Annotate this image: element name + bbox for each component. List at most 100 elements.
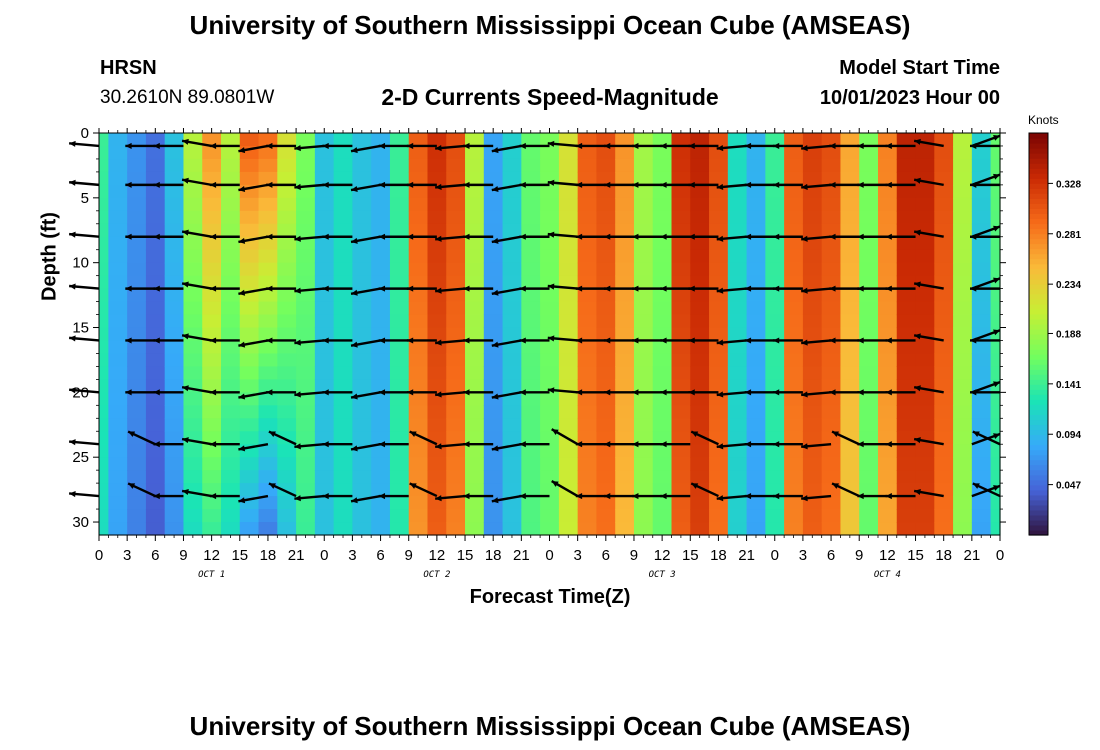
heatmap-cell bbox=[784, 288, 804, 303]
heatmap-cell bbox=[314, 353, 335, 368]
colorbar-segment bbox=[1029, 183, 1048, 189]
heatmap-cell bbox=[934, 418, 954, 432]
current-vector-head bbox=[378, 181, 386, 188]
heatmap-cell bbox=[558, 236, 579, 251]
current-vector-head bbox=[209, 389, 217, 396]
heatmap-cell bbox=[108, 171, 128, 186]
colorbar-segment bbox=[1029, 434, 1048, 441]
heatmap-cell bbox=[296, 444, 316, 458]
heatmap-cell bbox=[727, 133, 748, 147]
heatmap-cell bbox=[709, 223, 729, 238]
heatmap-cell bbox=[558, 133, 579, 147]
heatmap-cell bbox=[427, 145, 447, 160]
heatmap-cell bbox=[183, 418, 203, 432]
heatmap-cell bbox=[258, 210, 278, 225]
heatmap-cell bbox=[615, 133, 635, 147]
heatmap-cell bbox=[427, 223, 447, 238]
heatmap-cell bbox=[690, 184, 710, 199]
heatmap-cell bbox=[633, 405, 654, 419]
heatmap-cell bbox=[521, 275, 541, 290]
heatmap-cell bbox=[784, 275, 804, 290]
current-vector-head bbox=[182, 333, 189, 340]
heatmap-cell bbox=[333, 340, 354, 355]
heatmap-cell bbox=[746, 133, 766, 147]
heatmap-cell bbox=[802, 444, 823, 458]
heatmap-cell bbox=[577, 171, 598, 186]
heatmap-cell bbox=[746, 288, 766, 303]
heatmap-cell bbox=[934, 133, 954, 147]
heatmap-cell bbox=[164, 275, 185, 290]
heatmap-cell bbox=[446, 210, 466, 225]
heatmap-cell bbox=[465, 262, 485, 277]
heatmap-cell bbox=[746, 392, 766, 406]
heatmap-cell bbox=[483, 366, 504, 380]
heatmap-cell bbox=[371, 366, 391, 380]
heatmap-cell bbox=[108, 236, 128, 251]
heatmap-cell bbox=[953, 496, 973, 510]
heatmap-cell bbox=[277, 418, 297, 432]
heatmap-cell bbox=[896, 301, 917, 316]
current-vector-head bbox=[660, 493, 667, 500]
heatmap-cell bbox=[127, 340, 147, 355]
heatmap-cell bbox=[558, 457, 579, 471]
heatmap-cell bbox=[746, 366, 766, 380]
heatmap-cell bbox=[258, 379, 278, 393]
current-vector-head bbox=[519, 181, 526, 188]
heatmap-cell bbox=[427, 249, 447, 264]
current-vector-head bbox=[716, 339, 724, 346]
heatmap-cell bbox=[709, 509, 729, 523]
heatmap-cell bbox=[802, 522, 823, 536]
heatmap-cell bbox=[765, 275, 785, 290]
heatmap-cell bbox=[277, 171, 297, 186]
heatmap-cell bbox=[727, 184, 748, 199]
heatmap-cell bbox=[127, 327, 147, 342]
heatmap-cell bbox=[615, 457, 635, 471]
heatmap-cell bbox=[408, 158, 429, 173]
heatmap-cell bbox=[671, 483, 691, 497]
heatmap-cell bbox=[145, 171, 166, 186]
heatmap-cell bbox=[859, 522, 879, 536]
current-vector-head bbox=[885, 233, 892, 240]
heatmap-cell bbox=[202, 496, 222, 510]
current-vector-head bbox=[716, 495, 724, 502]
x-tick-label: 0 bbox=[320, 547, 328, 564]
x-tick-label: 21 bbox=[738, 547, 755, 564]
heatmap-cell bbox=[727, 496, 748, 510]
heatmap-cell bbox=[671, 262, 691, 277]
colorbar-segment bbox=[1029, 208, 1048, 215]
heatmap-cell bbox=[615, 483, 635, 497]
heatmap-cell bbox=[859, 314, 879, 329]
heatmap-cell bbox=[408, 340, 429, 355]
heatmap-cell bbox=[540, 418, 560, 432]
heatmap-cell bbox=[408, 236, 429, 251]
heatmap-cell bbox=[296, 431, 316, 445]
current-vector-head bbox=[832, 483, 840, 489]
heatmap-cell bbox=[896, 418, 917, 432]
heatmap-cell bbox=[389, 197, 410, 212]
heatmap-cell bbox=[615, 353, 635, 368]
heatmap-cell bbox=[277, 133, 297, 147]
heatmap-cell bbox=[671, 171, 691, 186]
heatmap-cell bbox=[784, 444, 804, 458]
heatmap-cell bbox=[221, 314, 241, 329]
heatmap-cell bbox=[465, 418, 485, 432]
heatmap-cell bbox=[652, 184, 673, 199]
heatmap-cell bbox=[896, 133, 917, 147]
current-vector-head bbox=[128, 483, 136, 489]
heatmap-cell bbox=[746, 223, 766, 238]
current-vector-head bbox=[857, 285, 864, 292]
heatmap-cell bbox=[652, 288, 673, 303]
heatmap-cell bbox=[221, 327, 241, 342]
current-vector-head bbox=[463, 337, 470, 344]
current-vector-head bbox=[632, 441, 639, 448]
current-vector-head bbox=[857, 142, 864, 150]
heatmap-cell bbox=[990, 314, 1001, 329]
heatmap-cell bbox=[727, 509, 748, 523]
heatmap-cell bbox=[99, 171, 109, 186]
y-tick-label: 25 bbox=[72, 449, 89, 466]
heatmap-cell bbox=[840, 340, 860, 355]
heatmap-cell bbox=[896, 470, 917, 484]
heatmap-cell bbox=[840, 236, 860, 251]
current-vector-head bbox=[885, 389, 892, 396]
current-vector-head bbox=[463, 233, 470, 240]
